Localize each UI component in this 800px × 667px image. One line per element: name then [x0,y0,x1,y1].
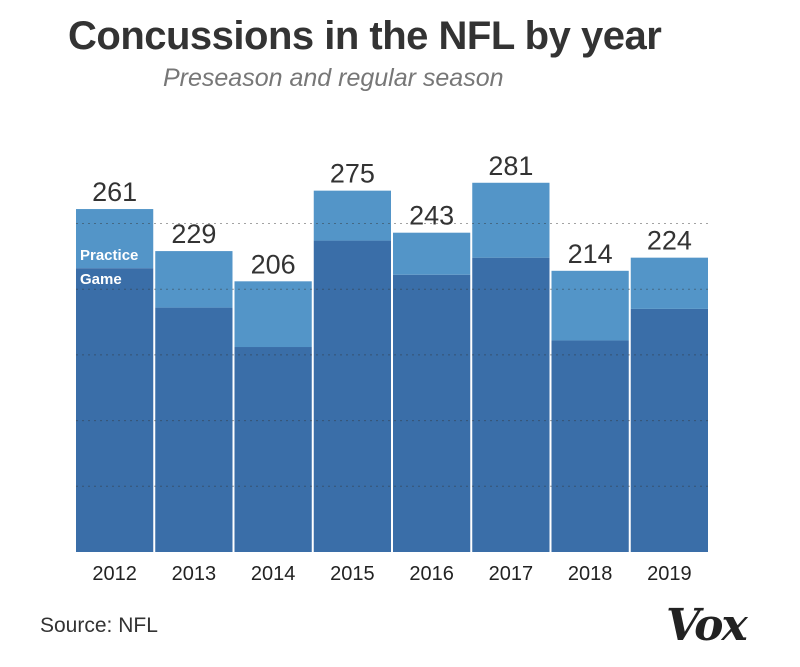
legend-game: Game [80,271,122,288]
vox-logo: Vox [666,600,748,651]
total-label-2012: 261 [92,177,137,207]
bar-game-2013 [155,307,233,552]
bar-game-2015 [313,240,391,552]
bar-game-2019 [630,308,708,552]
x-tick-2014: 2014 [251,563,296,585]
bar-game-2012 [76,268,154,552]
total-label-2013: 229 [171,219,216,249]
total-label-2014: 206 [251,249,296,279]
bar-practice-2014 [234,281,312,348]
chart-title: Concussions in the NFL by year [68,14,662,58]
x-tick-2015: 2015 [330,563,375,585]
bar-practice-2018 [551,270,629,341]
x-tick-2013: 2013 [172,563,217,585]
x-tick-2018: 2018 [568,563,613,585]
total-label-2019: 224 [647,226,692,256]
chart-subtitle: Preseason and regular season [163,64,504,92]
bar-game-2017 [472,257,550,552]
bar-practice-2012 [76,209,154,269]
bar-practice-2017 [472,182,550,258]
total-label-2015: 275 [330,159,375,189]
bar-practice-2015 [313,190,391,241]
total-label-2016: 243 [409,201,454,231]
bar-practice-2013 [155,251,233,308]
bar-game-2016 [393,274,471,552]
bar-practice-2016 [393,232,471,275]
x-tick-2017: 2017 [489,563,534,585]
total-label-2018: 214 [568,239,613,269]
x-tick-2012: 2012 [92,563,137,585]
source-note: Source: NFL [40,614,158,637]
x-tick-2016: 2016 [409,563,454,585]
bar-game-2014 [234,347,312,552]
x-tick-2019: 2019 [647,563,692,585]
legend-practice: Practice [80,247,138,264]
total-label-2017: 281 [488,151,533,181]
bar-practice-2019 [630,257,708,309]
bar-game-2018 [551,340,629,552]
